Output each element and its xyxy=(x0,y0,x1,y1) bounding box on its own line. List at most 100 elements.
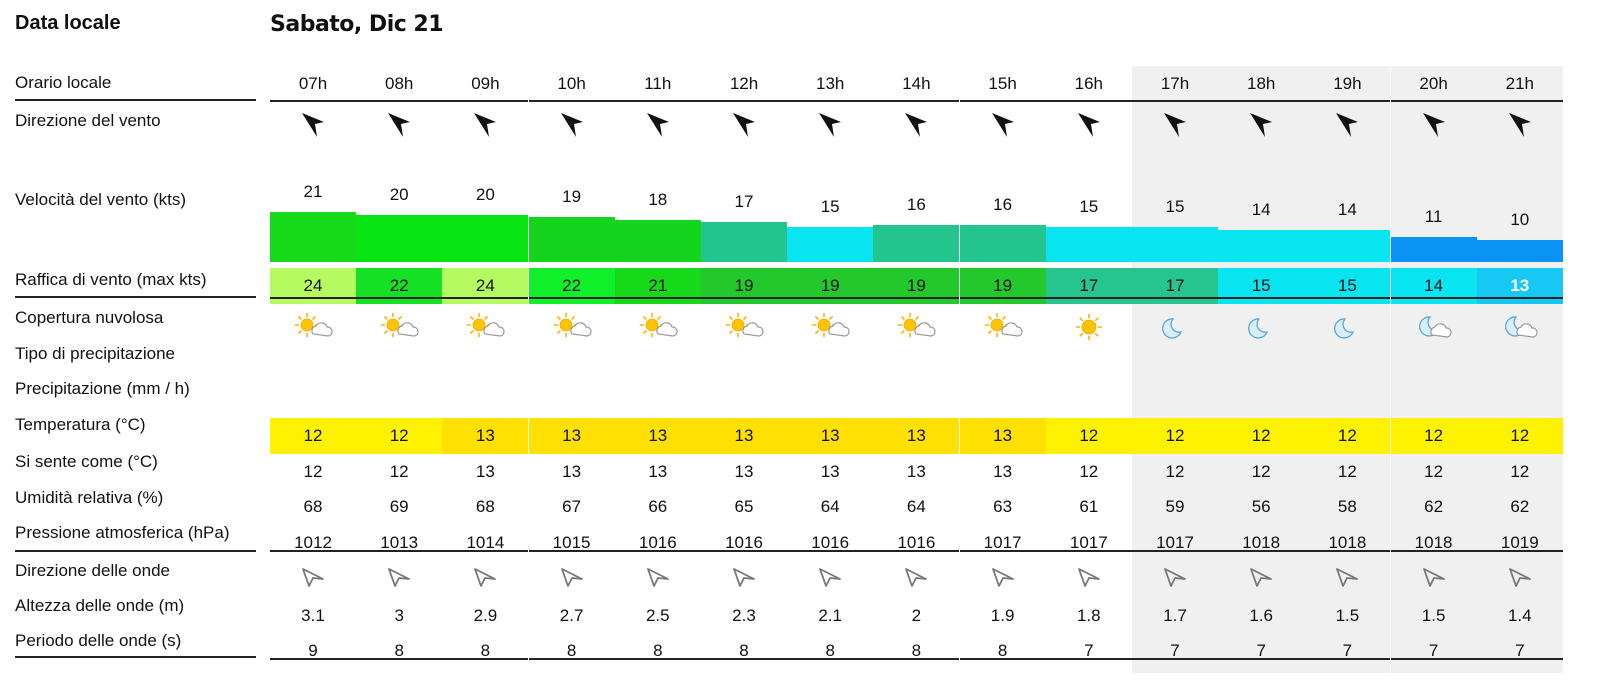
wind-speed-value: 17 xyxy=(734,192,754,211)
hour-label: 19h xyxy=(1333,74,1362,93)
wave-period-value: 7 xyxy=(1170,641,1180,660)
wind-speed-value: 16 xyxy=(906,195,926,214)
moon-cloud-icon xyxy=(1418,316,1452,338)
temperature-value: 12 xyxy=(356,418,443,454)
cloud-cover xyxy=(701,310,787,344)
wave-direction xyxy=(1391,560,1477,590)
hour-label: 18h xyxy=(1247,74,1276,93)
cloud-cover xyxy=(1477,310,1563,344)
wave-direction xyxy=(529,560,615,590)
wave-arrow-icon xyxy=(474,568,497,587)
wave-arrow-icon xyxy=(1077,568,1100,587)
wave-direction xyxy=(615,560,701,590)
divider xyxy=(1218,658,1305,660)
cloud-cover xyxy=(787,310,873,344)
wind-arrow-icon xyxy=(1164,113,1186,137)
label-local-time: Orario locale xyxy=(15,73,112,92)
divider xyxy=(701,297,787,299)
feels-like-value: 12 xyxy=(1510,462,1530,481)
pressure-value: 1017 xyxy=(983,533,1022,552)
divider xyxy=(270,658,356,660)
cloud-cover xyxy=(356,310,442,344)
label-precipitation: Precipitazione (mm / h) xyxy=(15,379,190,398)
feels-like-value: 12 xyxy=(303,462,323,481)
divider xyxy=(787,550,874,552)
divider xyxy=(1476,297,1563,299)
label-feels-like: Si sente come (°C) xyxy=(15,452,158,471)
wind-arrow-icon xyxy=(646,113,669,137)
wave-arrow-icon xyxy=(1422,568,1445,587)
night-background xyxy=(1132,66,1220,673)
wave-direction xyxy=(356,560,442,590)
row-labels: Data locale Orario locale Direzione del … xyxy=(15,0,256,693)
feels-like-value: 13 xyxy=(562,462,582,481)
cloud-cover xyxy=(960,310,1046,344)
wind-speed-value: 11 xyxy=(1424,207,1443,226)
divider xyxy=(614,100,701,102)
divider xyxy=(959,100,1046,102)
hour-column: 13h 15 19 13 13 64 1016 2.1 8 xyxy=(787,0,876,693)
sun-cloud-icon xyxy=(811,312,850,338)
sun-cloud-icon xyxy=(725,312,764,338)
hour-label: 17h xyxy=(1160,74,1190,93)
wave-direction xyxy=(1132,560,1218,590)
wind-arrow-icon xyxy=(1422,113,1445,137)
wave-arrow-icon xyxy=(1250,568,1273,587)
wave-period-value: 7 xyxy=(1256,641,1266,660)
divider xyxy=(614,658,701,660)
pressure-value: 1012 xyxy=(294,533,332,552)
wind-direction xyxy=(529,108,615,142)
hour-column: 09h 20 24 13 13 68 1014 2.9 8 xyxy=(442,0,531,693)
divider xyxy=(1390,100,1477,102)
feels-like-value: 12 xyxy=(1337,462,1357,481)
hour-column: 08h 20 22 12 12 69 1013 3 8 xyxy=(356,0,445,693)
column-separator xyxy=(959,66,962,673)
divider xyxy=(270,297,356,299)
wind-arrow-icon xyxy=(991,113,1014,137)
divider xyxy=(1132,100,1218,102)
wind-speed-value: 15 xyxy=(1079,197,1099,216)
wind-speed-value: 14 xyxy=(1337,200,1357,219)
column-separator xyxy=(700,66,703,673)
wind-arrow-icon xyxy=(302,113,324,137)
wind-direction xyxy=(356,108,442,142)
label-pressure: Pressione atmosferica (hPa) xyxy=(15,523,230,542)
hour-column: 12h 17 19 13 13 65 1016 2.3 8 xyxy=(701,0,789,693)
humidity-value: 62 xyxy=(1510,497,1530,516)
divider xyxy=(873,297,960,299)
cloud-cover xyxy=(1391,310,1477,344)
column-separator xyxy=(1562,66,1565,673)
wave-direction xyxy=(960,560,1046,590)
wave-arrow-icon xyxy=(1508,568,1531,587)
humidity-value: 59 xyxy=(1165,497,1185,516)
moon-cloud-icon xyxy=(1504,316,1538,338)
hour-label: 08h xyxy=(385,74,414,93)
label-temperature: Temperatura (°C) xyxy=(15,415,146,434)
day-title: Sabato, Dic 21 xyxy=(270,12,444,37)
temperature-value: 13 xyxy=(701,418,787,454)
pressure-value: 1016 xyxy=(725,533,763,552)
temperature-value: 12 xyxy=(1304,418,1391,454)
humidity-value: 64 xyxy=(820,497,840,516)
wind-arrow-icon xyxy=(905,113,928,137)
sun-icon xyxy=(1075,313,1103,341)
pressure-value: 1015 xyxy=(552,533,591,552)
wave-direction xyxy=(270,560,356,590)
divider xyxy=(270,550,356,552)
pressure-value: 1019 xyxy=(1500,533,1539,552)
divider xyxy=(701,550,787,552)
wind-speed-bar xyxy=(787,227,874,262)
cloud-cover xyxy=(1304,310,1390,344)
wave-direction xyxy=(1304,560,1390,590)
night-background xyxy=(1390,66,1479,673)
wave-arrow-icon xyxy=(1336,568,1359,587)
wave-period-value: 8 xyxy=(653,641,663,660)
wind-direction xyxy=(1477,108,1563,142)
moon-icon xyxy=(1162,318,1183,339)
cloud-cover xyxy=(1046,310,1132,344)
hour-column: 10h 19 22 13 13 67 1015 2.7 8 xyxy=(528,0,617,693)
feels-like-value: 12 xyxy=(1165,462,1185,481)
wind-speed-bar xyxy=(1390,237,1477,262)
humidity-value: 68 xyxy=(475,497,495,516)
night-background xyxy=(1218,66,1307,673)
